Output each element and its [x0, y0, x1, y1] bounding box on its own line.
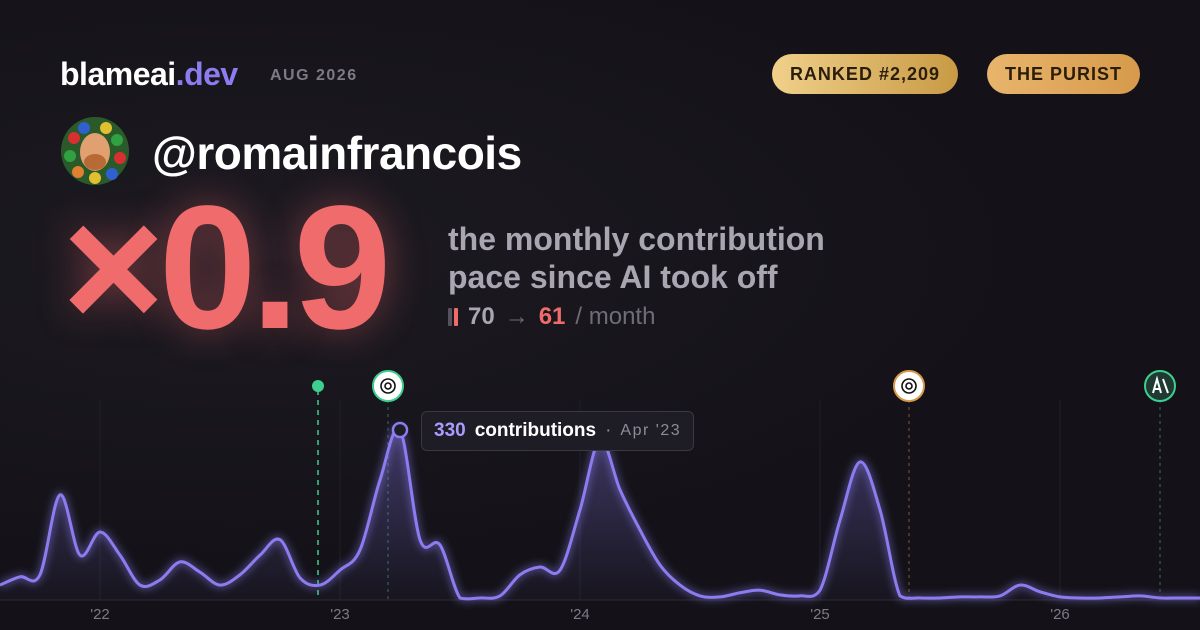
- avatar: [61, 117, 129, 185]
- pace-after: 61: [538, 303, 566, 330]
- badge: RANKED #2,209: [771, 54, 958, 94]
- event-icon: [1144, 370, 1176, 402]
- handle: @romainfrancois: [152, 127, 522, 179]
- tooltip: 330 contributions · Apr '23: [421, 411, 695, 451]
- date: AUG 2026: [270, 67, 358, 84]
- brand-name: blameai: [60, 56, 176, 92]
- badge: THE PURIST: [986, 54, 1140, 94]
- x-tick-label: '24: [570, 606, 590, 623]
- event-icon: [893, 370, 925, 402]
- brand-tld: .dev: [175, 56, 239, 92]
- pace-icon: [448, 308, 458, 326]
- separator: ·: [605, 420, 612, 441]
- description-line: the monthly contribution: [448, 221, 825, 257]
- event-dot: [312, 380, 324, 392]
- x-tick-label: '26: [1050, 606, 1070, 623]
- brand: blameai.dev: [60, 56, 238, 93]
- pace-unit: / month: [575, 303, 656, 330]
- description-line: pace since AI took off: [448, 259, 778, 295]
- pace: 70 → 61 / month: [448, 303, 655, 331]
- description: the monthly contribution pace since AI to…: [448, 220, 825, 296]
- area: [0, 428, 1200, 600]
- event-icon: [372, 370, 404, 402]
- x-tick-label: '23: [330, 606, 350, 623]
- x-tick-label: '22: [90, 606, 110, 623]
- tooltip-value: 330: [434, 420, 466, 441]
- tooltip-label: contributions: [474, 420, 597, 441]
- x-tick-label: '25: [810, 606, 830, 623]
- pace-before: 70: [468, 303, 495, 330]
- multiplier: ×0.9: [62, 170, 391, 366]
- arrow: →: [504, 303, 529, 330]
- hover-point: [391, 421, 409, 439]
- tooltip-date: Apr '23: [620, 422, 682, 439]
